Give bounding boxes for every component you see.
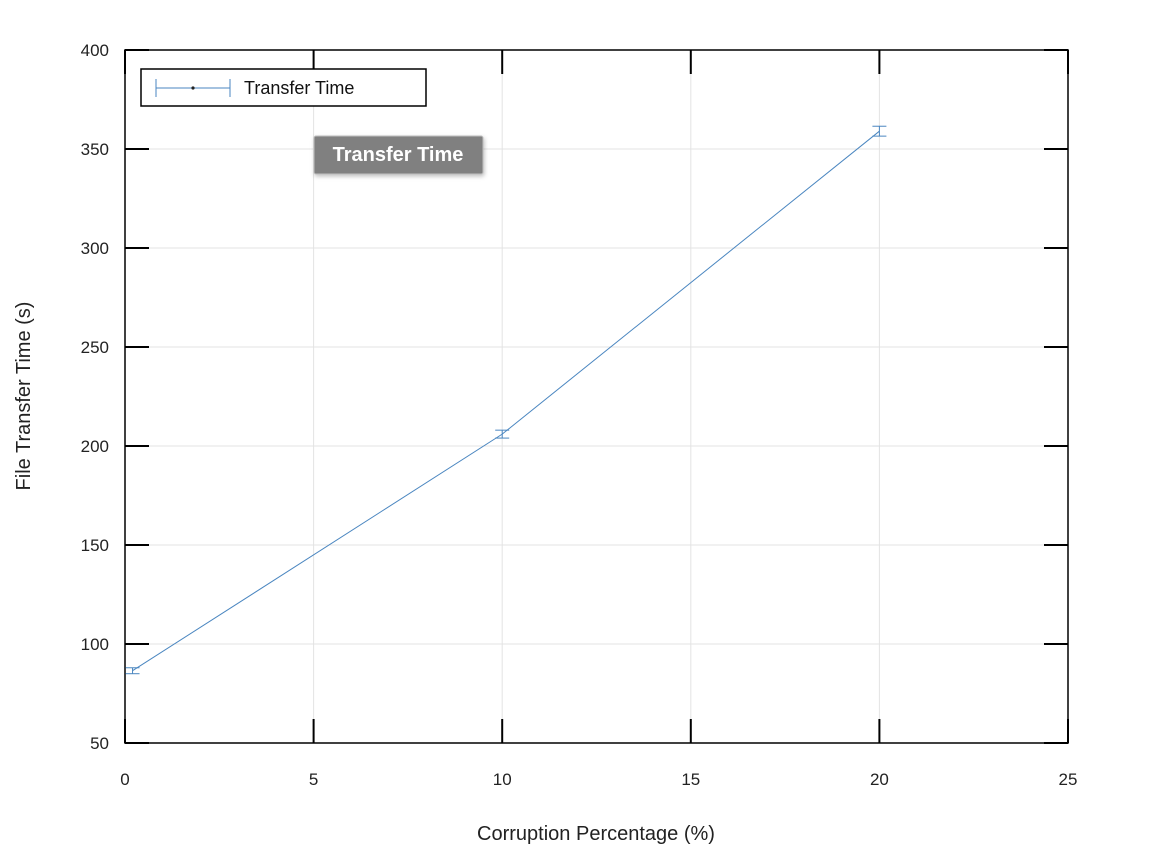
series-line: [132, 130, 880, 672]
x-axis-title: Corruption Percentage (%): [477, 823, 715, 845]
legend-swatch: [155, 79, 231, 97]
x-tick-label: 20: [870, 770, 889, 789]
legend-label: Transfer Time: [244, 78, 354, 98]
y-axis-title: File Transfer Time (s): [13, 302, 35, 491]
y-tick-label: 350: [81, 140, 109, 159]
x-tick-label: 5: [309, 770, 318, 789]
y-tick-label: 250: [81, 338, 109, 357]
x-tick-label: 0: [120, 770, 129, 789]
tooltip-box: [313, 135, 484, 175]
y-tick-label: 50: [90, 734, 109, 753]
x-tick-label: 15: [681, 770, 700, 789]
x-tick-label: 10: [493, 770, 512, 789]
y-tick-label: 100: [81, 635, 109, 654]
data-point: [125, 667, 140, 675]
hover-tooltip: Transfer Time: [313, 135, 484, 175]
y-tick-label: 400: [81, 41, 109, 60]
data-point: [872, 125, 887, 137]
y-tick-label: 200: [81, 437, 109, 456]
y-tick-label: 300: [81, 239, 109, 258]
x-tick-labels: 0 5 10 15 20 25: [120, 770, 1077, 789]
plot-frame: [124, 49, 1069, 744]
series: [125, 125, 887, 675]
tooltip-label: Transfer Time: [333, 144, 464, 166]
data-point: [495, 429, 510, 439]
y-tick-label: 150: [81, 536, 109, 555]
grid: [125, 50, 1068, 743]
y-tick-labels: 50 100 150 200 250 300 350 400: [81, 41, 109, 753]
legend: Transfer Time: [140, 68, 427, 107]
x-tick-label: 25: [1059, 770, 1078, 789]
axis-ticks: [124, 49, 1069, 744]
